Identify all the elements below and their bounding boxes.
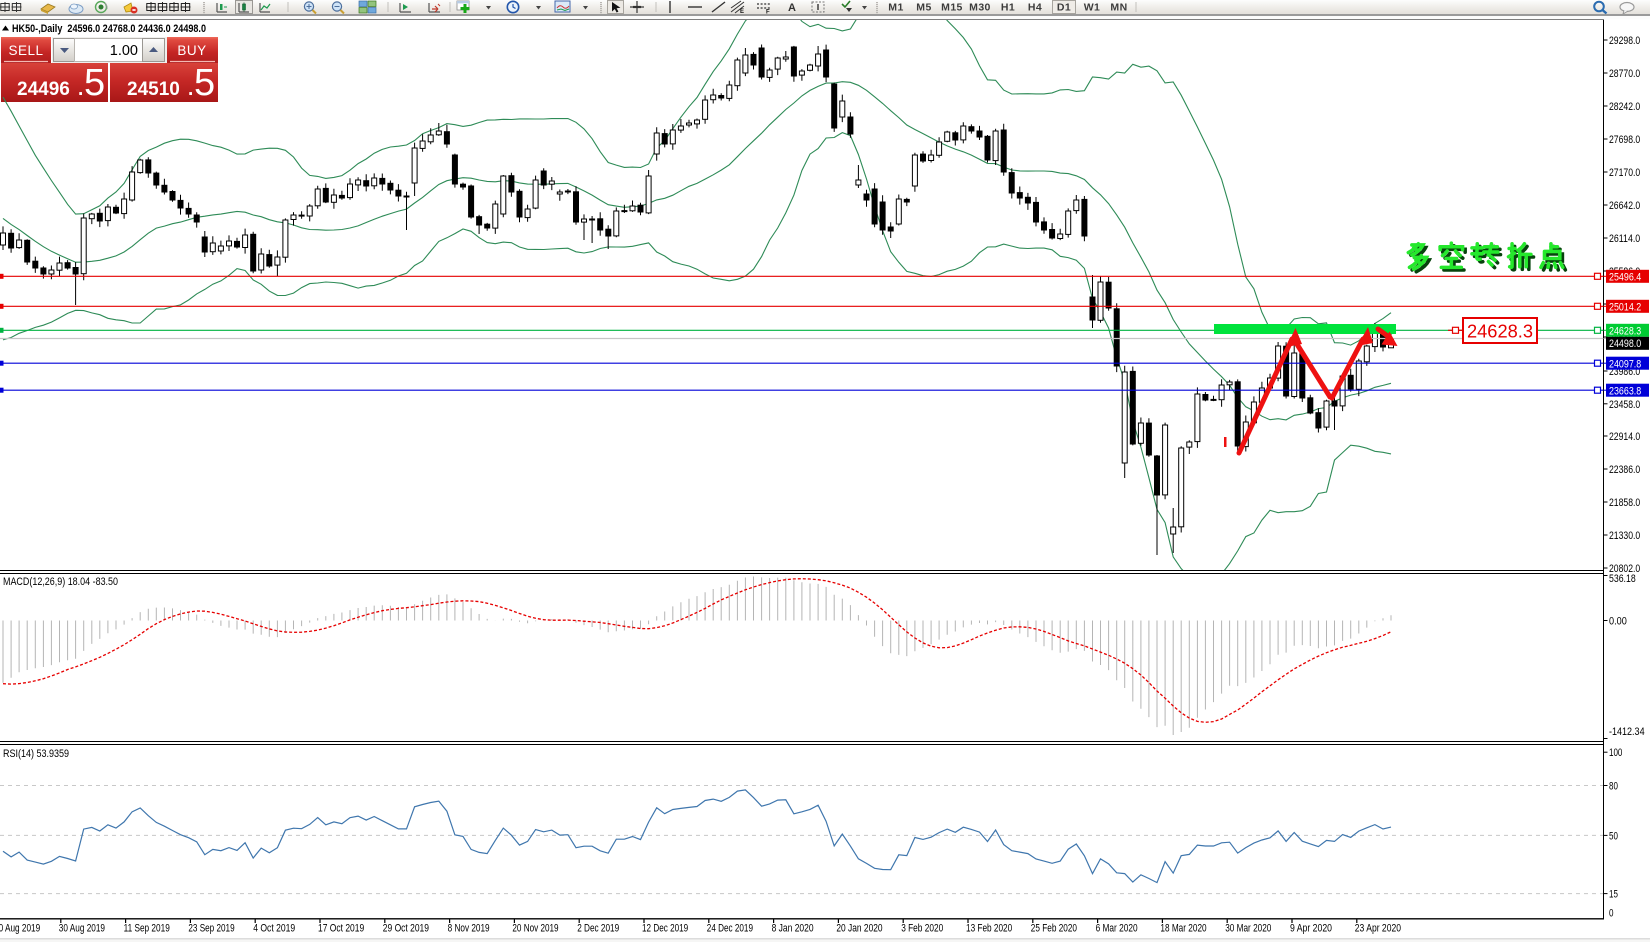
svg-text:21330.0: 21330.0 [1609, 530, 1640, 542]
svg-text:100: 100 [1609, 747, 1622, 759]
svg-text:F: F [766, 10, 770, 16]
svg-text:9 Apr 2020: 9 Apr 2020 [1290, 923, 1332, 935]
svg-text:29298.0: 29298.0 [1609, 35, 1640, 47]
svg-text:5: 5 [84, 62, 105, 104]
svg-text:3 Feb 2020: 3 Feb 2020 [901, 923, 943, 935]
svg-text:24496: 24496 [17, 79, 70, 100]
svg-text:24097.8: 24097.8 [1609, 358, 1641, 370]
svg-text:28770.0: 28770.0 [1609, 68, 1640, 80]
svg-text:E: E [740, 9, 744, 15]
svg-text:.: . [78, 79, 83, 100]
svg-text:30 Mar 2020: 30 Mar 2020 [1225, 923, 1271, 935]
svg-text:24498.0: 24498.0 [1609, 338, 1641, 350]
svg-text:5: 5 [194, 62, 215, 104]
svg-text:23663.8: 23663.8 [1609, 385, 1641, 397]
svg-text:0: 0 [1609, 908, 1614, 920]
svg-text:26642.0: 26642.0 [1609, 200, 1640, 212]
svg-text:26114.0: 26114.0 [1609, 233, 1640, 245]
svg-text:20 Nov 2019: 20 Nov 2019 [512, 923, 558, 935]
svg-text:20 Aug 2019: 20 Aug 2019 [0, 923, 40, 935]
svg-text:15: 15 [1609, 889, 1618, 901]
svg-text:24628.3: 24628.3 [1609, 326, 1641, 338]
svg-text:2 Dec 2019: 2 Dec 2019 [577, 923, 619, 935]
svg-text:M5: M5 [916, 2, 931, 14]
svg-text:MACD(12,26,9) 18.04 -83.50: MACD(12,26,9) 18.04 -83.50 [3, 576, 118, 588]
svg-text:RSI(14) 53.9359: RSI(14) 53.9359 [3, 748, 69, 760]
svg-text:11 Sep 2019: 11 Sep 2019 [124, 923, 170, 935]
svg-text:1.00: 1.00 [110, 43, 138, 59]
svg-text:BUY: BUY [177, 43, 206, 58]
svg-text:536.18: 536.18 [1609, 573, 1636, 585]
svg-text:21858.0: 21858.0 [1609, 497, 1640, 509]
svg-text:24628.3: 24628.3 [1467, 321, 1533, 342]
svg-text:20802.0: 20802.0 [1609, 563, 1640, 575]
svg-text:27170.0: 27170.0 [1609, 167, 1640, 179]
svg-text:M30: M30 [969, 2, 991, 14]
svg-text:25 Feb 2020: 25 Feb 2020 [1031, 923, 1077, 935]
svg-text:M15: M15 [941, 2, 963, 14]
svg-text:13 Feb 2020: 13 Feb 2020 [966, 923, 1012, 935]
svg-text:MN: MN [1110, 2, 1127, 14]
svg-text:H1: H1 [1001, 2, 1015, 14]
svg-text:17 Oct 2019: 17 Oct 2019 [318, 923, 364, 935]
svg-text:18 Mar 2020: 18 Mar 2020 [1160, 923, 1206, 935]
svg-text:24510: 24510 [127, 79, 180, 100]
svg-text:25014.2: 25014.2 [1609, 302, 1641, 314]
svg-text:.: . [188, 79, 193, 100]
svg-text:23 Apr 2020: 23 Apr 2020 [1355, 923, 1401, 935]
svg-text:4 Oct 2019: 4 Oct 2019 [253, 923, 295, 935]
svg-text:22386.0: 22386.0 [1609, 464, 1640, 476]
svg-text:22914.0: 22914.0 [1609, 431, 1640, 443]
svg-text:12 Dec 2019: 12 Dec 2019 [642, 923, 688, 935]
svg-text:W1: W1 [1084, 2, 1101, 14]
svg-text:50: 50 [1609, 830, 1618, 842]
svg-text:SELL: SELL [8, 43, 43, 58]
svg-text:0.00: 0.00 [1609, 616, 1627, 628]
svg-text:D1: D1 [1057, 2, 1071, 14]
svg-text:23 Sep 2019: 23 Sep 2019 [188, 923, 234, 935]
svg-text:25496.4: 25496.4 [1609, 272, 1641, 284]
svg-text:8 Nov 2019: 8 Nov 2019 [448, 923, 490, 935]
svg-text:28242.0: 28242.0 [1609, 101, 1640, 113]
svg-text:HK50-,Daily 24596.0 24768.0 2: HK50-,Daily 24596.0 24768.0 24436.0 2449… [12, 23, 206, 35]
svg-text:24 Dec 2019: 24 Dec 2019 [707, 923, 753, 935]
svg-text:20 Jan 2020: 20 Jan 2020 [836, 923, 882, 935]
svg-text:H4: H4 [1028, 2, 1042, 14]
svg-text:M1: M1 [888, 2, 903, 14]
svg-text:30 Aug 2019: 30 Aug 2019 [59, 923, 105, 935]
svg-text:23458.0: 23458.0 [1609, 399, 1640, 411]
svg-text:A: A [788, 2, 796, 14]
svg-text:27698.0: 27698.0 [1609, 134, 1640, 146]
svg-text:29 Oct 2019: 29 Oct 2019 [383, 923, 429, 935]
svg-text:80: 80 [1609, 781, 1618, 793]
svg-text:8 Jan 2020: 8 Jan 2020 [772, 923, 814, 935]
svg-text:6 Mar 2020: 6 Mar 2020 [1096, 923, 1138, 935]
svg-text:-1412.34: -1412.34 [1609, 726, 1645, 738]
